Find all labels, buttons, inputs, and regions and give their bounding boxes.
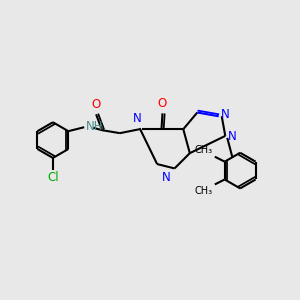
Text: O: O [92,98,101,111]
Text: N: N [133,112,142,125]
Text: N: N [228,130,237,143]
Text: O: O [158,98,167,110]
Text: Cl: Cl [47,171,59,184]
Text: N: N [162,171,171,184]
Text: CH₃: CH₃ [195,186,213,197]
Text: N: N [221,108,230,121]
Text: NH: NH [86,120,104,133]
Text: CH₃: CH₃ [195,145,213,155]
